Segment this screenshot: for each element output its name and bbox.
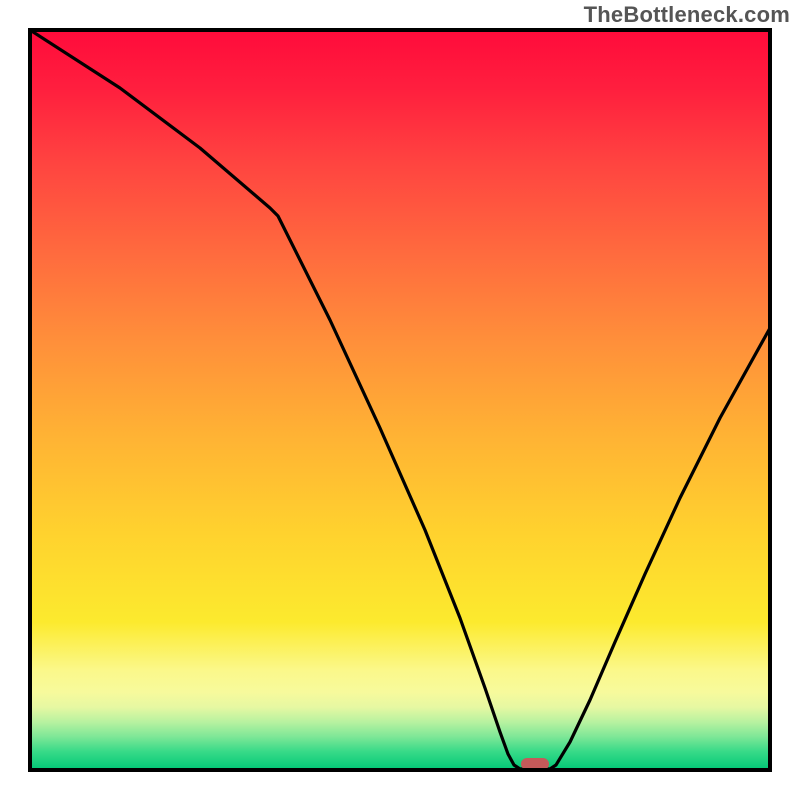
- chart-container: TheBottleneck.com: [0, 0, 800, 800]
- watermark-text: TheBottleneck.com: [584, 2, 790, 28]
- chart-svg: [0, 0, 800, 800]
- plot-gradient-background: [30, 30, 770, 770]
- plot-area: [30, 30, 770, 770]
